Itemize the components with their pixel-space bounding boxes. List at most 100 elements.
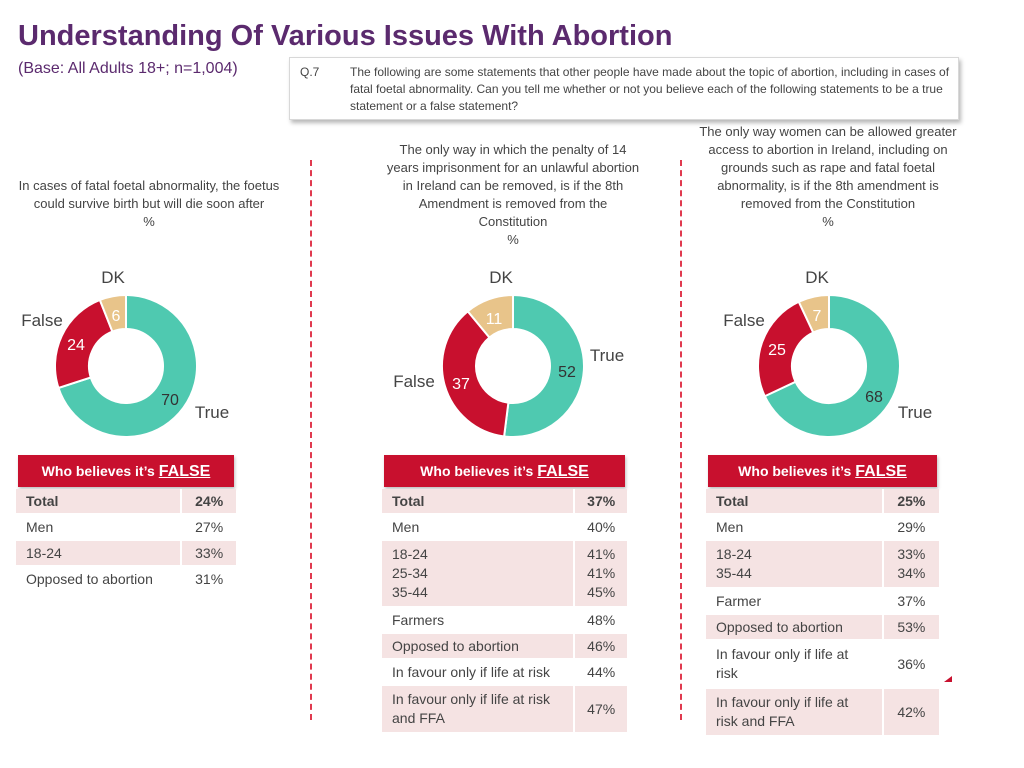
donut-2-slice-dk xyxy=(466,293,514,339)
table-row: In favour only if life at risk and FFA 47% xyxy=(382,686,627,732)
row-label: Opposed to abortion xyxy=(382,634,576,658)
value-line: 41% xyxy=(587,546,616,562)
table-2: Total 37% Men 40% 18-24 25-34 35-44 41% 41% 45% Fa… xyxy=(382,487,627,734)
donut-2-label-true: True xyxy=(590,346,624,365)
label-line: 35-44 xyxy=(716,565,752,581)
donut-2-value-dk: 11 xyxy=(486,311,503,328)
label-line: 25-34 xyxy=(392,565,428,581)
table-row: Men 27% xyxy=(16,515,236,539)
row-value: 42% xyxy=(883,689,939,735)
row-label: Total xyxy=(382,489,576,513)
question-text: The following are some statements that o… xyxy=(350,65,950,113)
table-row: Opposed to abortion 53% xyxy=(706,615,939,639)
statement-1-text: In cases of fatal foetal abnormality, th… xyxy=(18,178,280,211)
donut-3-label-true: True xyxy=(898,403,932,422)
table-2-header: Who believes it’s FALSE xyxy=(384,455,625,487)
table-row: Farmers 48% xyxy=(382,608,627,632)
row-value: 53% xyxy=(883,615,939,639)
row-label: Farmer xyxy=(706,589,884,613)
donut-2-label-false: False xyxy=(393,372,435,391)
row-value: 48% xyxy=(575,608,627,632)
row-value: 33% xyxy=(182,541,236,565)
value-line: 34% xyxy=(897,565,926,581)
row-value: 46% xyxy=(575,634,627,658)
row-value: 41% 41% 45% xyxy=(575,541,627,606)
table-row: Total 37% xyxy=(382,489,627,513)
table-row: Men 40% xyxy=(382,515,627,539)
donut-3-value-false: 25 xyxy=(768,342,786,359)
row-label: Opposed to abortion xyxy=(16,567,183,591)
table-row: In favour only if life at risk and FFA 42% xyxy=(706,689,939,735)
donut-2-value-false: 37 xyxy=(452,376,470,393)
table-1-header-emph: FALSE xyxy=(158,463,211,480)
donut-1-slice-true xyxy=(57,293,198,438)
row-label: 18-24 35-44 xyxy=(706,541,884,587)
row-label: Opposed to abortion xyxy=(706,615,884,639)
label-line: 18-24 xyxy=(716,546,752,562)
row-label: In favour only if life at risk and FFA xyxy=(706,689,884,735)
label-line: In favour only if life at xyxy=(716,694,849,710)
table-2-header-emph: FALSE xyxy=(537,463,589,480)
row-value: 36% xyxy=(883,641,939,687)
row-label: In favour only if life at risk xyxy=(382,660,576,684)
table-row: 18-24 25-34 35-44 41% 41% 45% xyxy=(382,541,627,606)
value-line: 45% xyxy=(587,584,616,600)
column-divider-1 xyxy=(310,160,312,720)
donut-1-value-dk: 6 xyxy=(112,308,121,325)
donut-3-value-dk: 7 xyxy=(813,308,822,325)
donut-2-slice-false xyxy=(441,309,510,438)
base-note: (Base: All Adults 18+; n=1,004) xyxy=(18,60,238,77)
row-value: 33% 34% xyxy=(883,541,939,587)
table-row: In favour only if life at risk 36% xyxy=(706,641,939,687)
row-value: 47% xyxy=(575,686,627,732)
statement-2-text: The only way in which the penalty of 14 … xyxy=(386,142,640,229)
table-3-header-prefix: Who believes it’s xyxy=(738,463,852,479)
table-1-header: Who believes it’s FALSE xyxy=(18,455,234,487)
statement-2: The only way in which the penalty of 14 … xyxy=(383,141,643,249)
statement-3-unit: % xyxy=(822,214,834,229)
label-line: In favour only if life at xyxy=(716,646,849,662)
label-line: risk xyxy=(716,665,738,681)
donut-1-label-false: False xyxy=(21,311,63,330)
row-value: 27% xyxy=(182,515,236,539)
row-label: In favour only if life at risk xyxy=(706,641,884,687)
question-number: Q.7 xyxy=(300,65,320,79)
label-line: 35-44 xyxy=(392,584,428,600)
table-row: Total 25% xyxy=(706,489,939,513)
table-row: 18-24 33% xyxy=(16,541,236,565)
donut-1-label-dk: DK xyxy=(101,268,125,287)
row-label: 18-24 xyxy=(16,541,183,565)
row-label: Total xyxy=(16,489,183,513)
label-line: 18-24 xyxy=(392,546,428,562)
donut-3-label-false: False xyxy=(723,311,765,330)
table-row: Total 24% xyxy=(16,489,236,513)
donut-1-value-true: 70 xyxy=(161,392,179,409)
statement-2-unit: % xyxy=(507,232,519,247)
value-line: 41% xyxy=(587,565,616,581)
row-value: 44% xyxy=(575,660,627,684)
decorative-arrow xyxy=(936,676,952,682)
table-1-header-prefix: Who believes it’s xyxy=(41,463,155,479)
donut-1-label-true: True xyxy=(195,403,229,422)
row-label: Men xyxy=(382,515,576,539)
table-row: Farmer 37% xyxy=(706,589,939,613)
row-value: 24% xyxy=(182,489,236,513)
row-value: 37% xyxy=(883,589,939,613)
row-label: In favour only if life at risk and FFA xyxy=(382,686,576,732)
donut-2-slice-true xyxy=(502,293,585,438)
donut-1-value-false: 24 xyxy=(67,337,85,354)
row-value: 40% xyxy=(575,515,627,539)
donut-2-value-true: 52 xyxy=(558,364,576,381)
label-line: and FFA xyxy=(392,710,445,726)
row-label: Men xyxy=(16,515,183,539)
donut-3-label-dk: DK xyxy=(805,268,829,287)
statement-3-text: The only way women can be allowed greate… xyxy=(699,124,957,211)
table-2-header-prefix: Who believes it’s xyxy=(420,463,534,479)
row-value: 37% xyxy=(575,489,627,513)
question-box: Q.7 The following are some statements th… xyxy=(289,57,959,120)
table-3: Total 25% Men 29% 18-24 35-44 33% 34% Farmer 37% O… xyxy=(706,487,939,737)
table-row: Men 29% xyxy=(706,515,939,539)
table-row: In favour only if life at risk 44% xyxy=(382,660,627,684)
label-line: In favour only if life at risk xyxy=(392,691,550,707)
table-1: Total 24% Men 27% 18-24 33% Opposed to abortio… xyxy=(16,487,236,593)
